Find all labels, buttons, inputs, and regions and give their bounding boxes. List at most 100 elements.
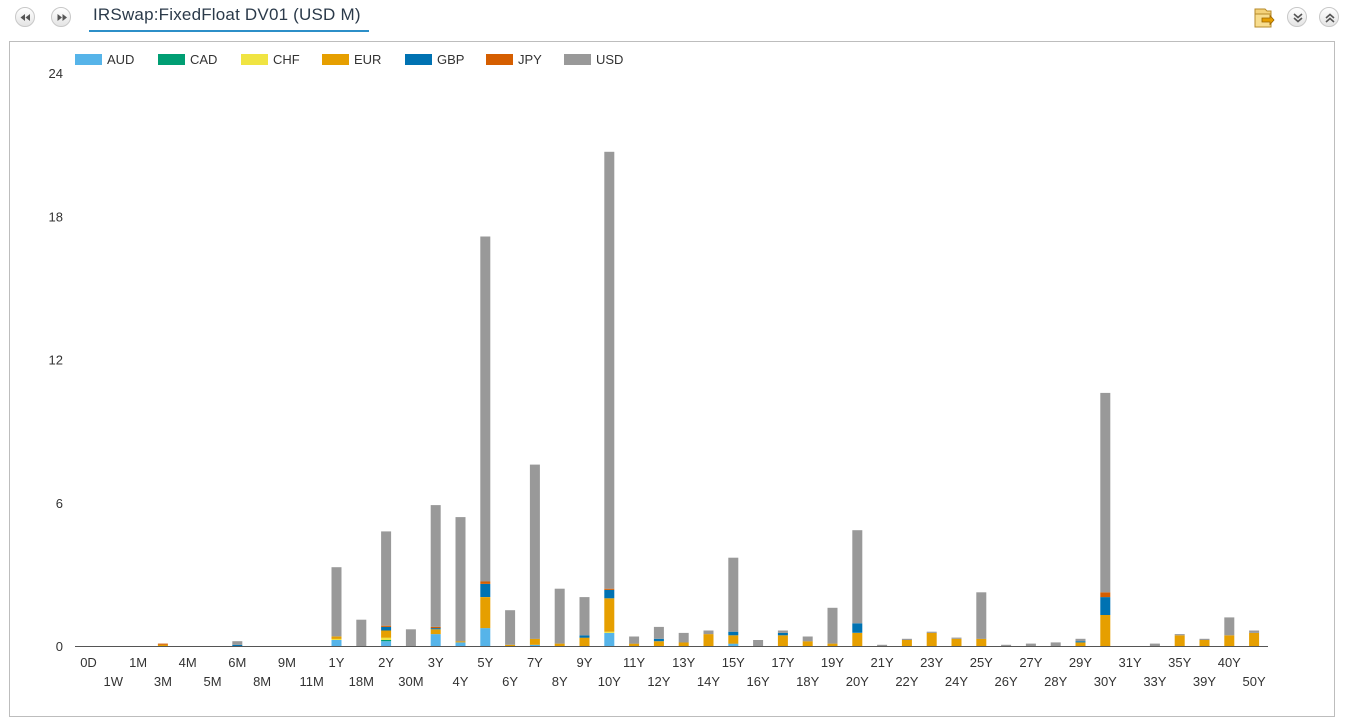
bar-6M-gbp[interactable] <box>232 644 243 646</box>
bar-1Y-aud[interactable] <box>331 640 342 646</box>
bar-17Y-usd[interactable] <box>777 630 788 633</box>
bar-3Y-gbp[interactable] <box>430 628 441 630</box>
bar-27Y-usd[interactable] <box>1025 643 1036 646</box>
bar-2Y-usd[interactable] <box>381 531 392 626</box>
legend-label-cad[interactable]: CAD <box>190 52 217 67</box>
bar-20Y-gbp[interactable] <box>852 623 863 633</box>
bar-15Y-usd[interactable] <box>728 557 739 632</box>
bar-3Y-usd[interactable] <box>430 505 441 627</box>
bar-5Y-eur[interactable] <box>480 597 491 629</box>
bar-2Y-cad[interactable] <box>381 640 392 642</box>
bar-33Y-usd[interactable] <box>1149 643 1160 646</box>
bar-19Y-usd[interactable] <box>827 607 838 644</box>
bar-5Y-jpy[interactable] <box>480 581 491 584</box>
bar-18Y-eur[interactable] <box>802 641 813 646</box>
bar-15Y-gbp[interactable] <box>728 631 739 636</box>
bar-7Y-eur[interactable] <box>529 638 540 645</box>
bar-13Y-eur[interactable] <box>678 642 689 646</box>
bar-23Y-eur[interactable] <box>926 632 937 646</box>
bar-35Y-eur[interactable] <box>1174 635 1185 646</box>
bar-23Y-usd[interactable] <box>926 631 937 633</box>
bar-39Y-usd[interactable] <box>1199 638 1210 640</box>
bar-5Y-usd[interactable] <box>480 236 491 582</box>
bar-10Y-jpy[interactable] <box>604 588 615 590</box>
bar-11Y-eur[interactable] <box>629 643 640 646</box>
bar-12Y-gbp[interactable] <box>653 638 664 642</box>
legend-swatch-usd[interactable] <box>564 54 591 65</box>
bar-25Y-eur[interactable] <box>976 638 987 646</box>
bar-6M-usd[interactable] <box>232 641 243 645</box>
bar-2Y-chf[interactable] <box>381 637 392 640</box>
bar-3M-jpy[interactable] <box>157 643 168 645</box>
legend-label-gbp[interactable]: GBP <box>437 52 464 67</box>
bar-29Y-usd[interactable] <box>1075 638 1086 642</box>
bar-14Y-eur[interactable] <box>703 634 714 646</box>
collapse-button[interactable] <box>1287 7 1307 27</box>
bar-6Y-eur[interactable] <box>505 644 516 646</box>
bar-24Y-eur[interactable] <box>951 638 962 646</box>
bar-25Y-usd[interactable] <box>976 592 987 639</box>
bar-8Y-eur[interactable] <box>554 643 565 646</box>
bar-6Y-usd[interactable] <box>505 610 516 645</box>
bar-4Y-aud[interactable] <box>455 642 466 646</box>
bar-12Y-usd[interactable] <box>653 626 664 639</box>
bar-19Y-eur[interactable] <box>827 643 838 646</box>
bar-10Y-aud[interactable] <box>604 632 615 646</box>
bar-10Y-gbp[interactable] <box>604 589 615 599</box>
legend-label-chf[interactable]: CHF <box>273 52 300 67</box>
bar-9Y-usd[interactable] <box>579 597 590 636</box>
bar-28Y-usd[interactable] <box>1050 642 1061 646</box>
bar-30Y-eur[interactable] <box>1100 615 1111 646</box>
bar-22Y-eur[interactable] <box>901 640 912 646</box>
bar-3Y-eur[interactable] <box>430 629 441 635</box>
bar-29Y-gbp[interactable] <box>1075 641 1086 643</box>
bar-2Y-jpy[interactable] <box>381 625 392 627</box>
bar-21Y-usd[interactable] <box>877 644 888 646</box>
bar-3M-eur[interactable] <box>157 644 168 646</box>
bar-30M-usd[interactable] <box>405 629 416 646</box>
bar-14Y-usd[interactable] <box>703 630 714 635</box>
bar-1Y-usd[interactable] <box>331 567 342 637</box>
bar-10Y-eur[interactable] <box>604 598 615 632</box>
legend-label-aud[interactable]: AUD <box>107 52 134 67</box>
legend-label-eur[interactable]: EUR <box>354 52 381 67</box>
bar-1Y-chf[interactable] <box>331 638 342 640</box>
bar-40Y-usd[interactable] <box>1224 617 1235 636</box>
bar-3Y-aud[interactable] <box>430 634 441 646</box>
bar-15Y-aud[interactable] <box>728 643 739 646</box>
bar-5Y-gbp[interactable] <box>480 583 491 597</box>
bar-7Y-usd[interactable] <box>529 464 540 639</box>
bar-40Y-eur[interactable] <box>1224 635 1235 646</box>
bar-9Y-gbp[interactable] <box>579 635 590 638</box>
bar-24Y-usd[interactable] <box>951 637 962 639</box>
legend-swatch-cad[interactable] <box>158 54 185 65</box>
folder-export-icon[interactable] <box>1252 6 1276 30</box>
bar-2Y-eur[interactable] <box>381 630 392 638</box>
bar-4Y-eur[interactable] <box>455 641 466 643</box>
legend-swatch-eur[interactable] <box>322 54 349 65</box>
bar-2Y-gbp[interactable] <box>381 626 392 631</box>
legend-label-jpy[interactable]: JPY <box>518 52 542 67</box>
bar-13Y-usd[interactable] <box>678 632 689 643</box>
bar-39Y-eur[interactable] <box>1199 640 1210 646</box>
expand-button[interactable] <box>1319 7 1339 27</box>
bar-30Y-jpy[interactable] <box>1100 592 1111 598</box>
bar-18Y-usd[interactable] <box>802 636 813 642</box>
prev-button[interactable] <box>15 7 35 27</box>
bar-10Y-chf[interactable] <box>604 631 615 633</box>
bar-30Y-gbp[interactable] <box>1100 597 1111 615</box>
legend-label-usd[interactable]: USD <box>596 52 623 67</box>
bar-30Y-usd[interactable] <box>1100 392 1111 593</box>
legend-swatch-gbp[interactable] <box>405 54 432 65</box>
bar-20Y-usd[interactable] <box>852 530 863 624</box>
bar-5Y-aud[interactable] <box>480 628 491 646</box>
bar-17Y-eur[interactable] <box>777 635 788 646</box>
bar-9Y-eur[interactable] <box>579 637 590 646</box>
bar-3Y-jpy[interactable] <box>430 626 441 629</box>
bar-22Y-usd[interactable] <box>901 638 912 640</box>
legend-swatch-chf[interactable] <box>241 54 268 65</box>
bar-26Y-usd[interactable] <box>1001 644 1012 646</box>
bar-16Y-usd[interactable] <box>753 640 764 646</box>
legend-swatch-jpy[interactable] <box>486 54 513 65</box>
bar-11Y-usd[interactable] <box>629 636 640 644</box>
